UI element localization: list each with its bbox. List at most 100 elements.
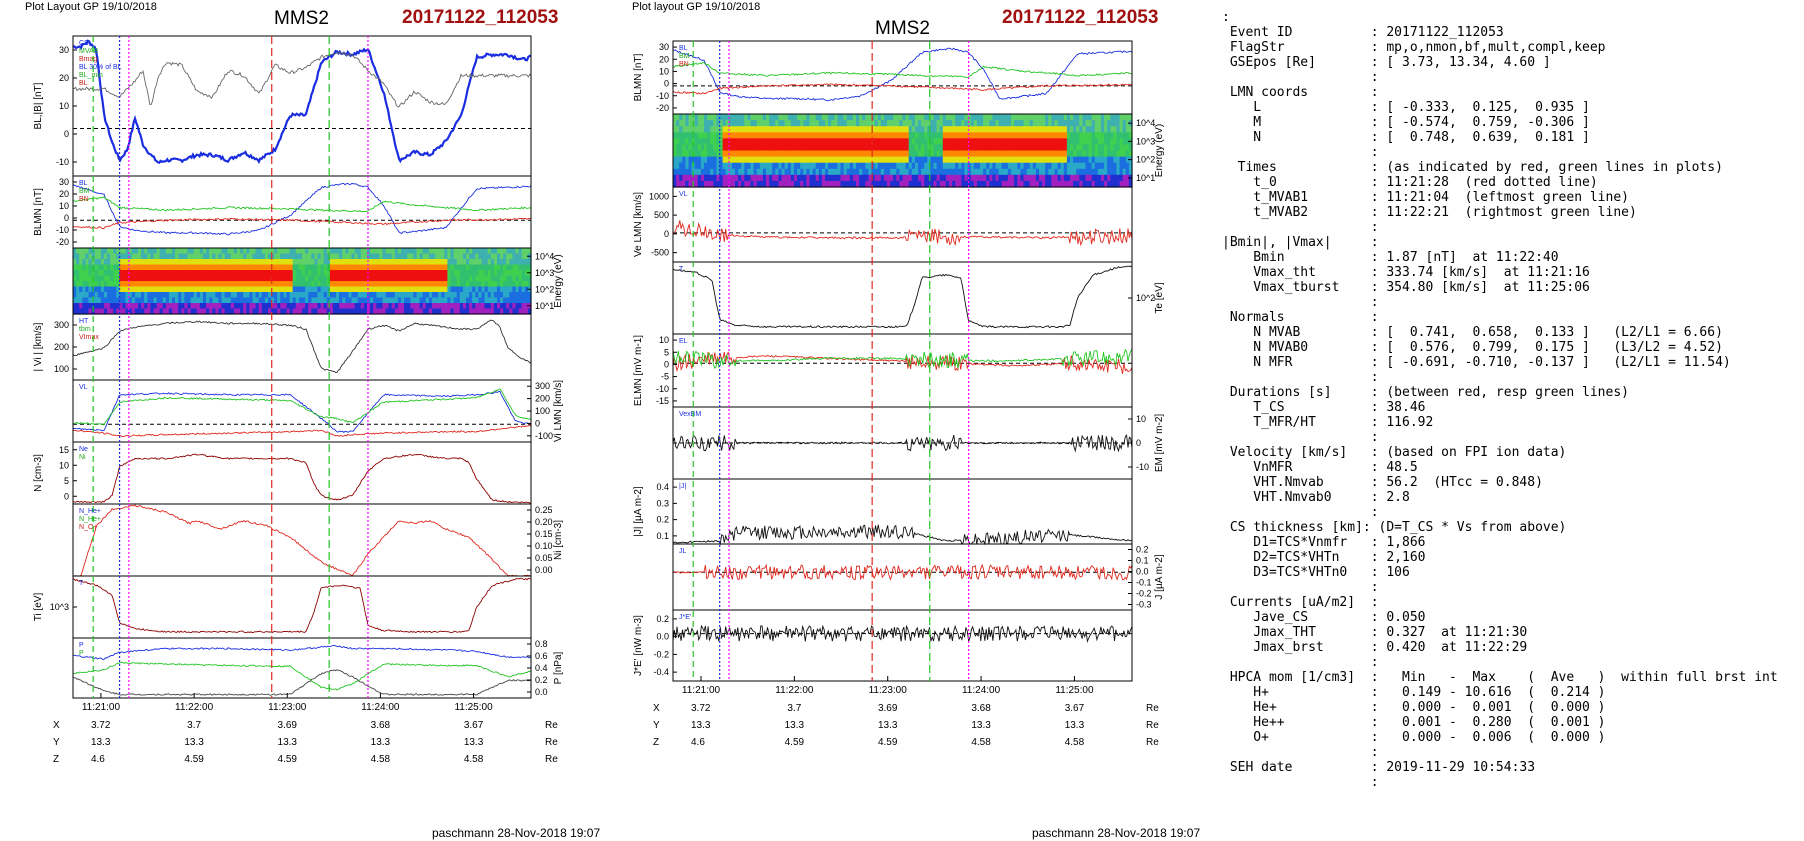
tick-label: 0.10 (535, 541, 553, 551)
spectrogram-cell (970, 114, 975, 121)
summary-line: Jave_CS : 0.050 (1222, 610, 1426, 625)
spectrogram-cell (942, 120, 947, 127)
spectrogram-cell (1110, 126, 1114, 133)
spectrogram-cell (849, 162, 854, 170)
spectrogram-cell (880, 114, 885, 121)
spectrogram-cell (1001, 156, 1006, 164)
spectrogram-cell (1070, 138, 1074, 145)
spectrogram-cell (119, 270, 124, 277)
spectrogram-cell (515, 292, 520, 299)
spectrogram-cell (815, 150, 820, 158)
spectrogram-cell (970, 150, 975, 158)
spectrogram-cell (175, 248, 179, 255)
spectrogram-cell (94, 270, 99, 277)
spectrogram-cell (79, 253, 83, 260)
spectrogram-cell (289, 248, 294, 255)
spectrogram-cell (970, 120, 975, 127)
spectrogram-cell (790, 162, 795, 170)
tick-label: -10 (656, 384, 669, 394)
spectrogram-cell (1082, 138, 1087, 145)
tick-label: 0 (535, 418, 540, 428)
spectrogram-cell (825, 120, 829, 127)
spectrogram-cell (688, 144, 693, 152)
spectrogram-cell (168, 303, 173, 310)
spectrogram-cell (206, 297, 210, 304)
spectrogram-cell (141, 259, 145, 266)
spectrogram-cell (1088, 138, 1093, 145)
panel-frame (72, 441, 532, 505)
spectrogram-cell (153, 292, 158, 299)
spectrogram-cell (924, 162, 928, 170)
spectrogram-cell (518, 297, 523, 304)
spectrogram-cell (230, 270, 235, 277)
spectrogram-cell (682, 120, 686, 127)
spectrogram-cell (484, 303, 489, 310)
spectrogram-cell (360, 281, 365, 288)
spectrogram-cell (1035, 120, 1040, 127)
spectrogram-cell (1076, 114, 1080, 121)
spectrogram-cell (518, 253, 523, 260)
spectrogram-cell (162, 308, 167, 315)
spectrogram-cell (1020, 138, 1025, 145)
spectrogram-cell (116, 264, 120, 271)
spectrogram-cell (989, 120, 993, 127)
spectrogram-cell (710, 162, 714, 170)
spectrogram-cell (812, 138, 817, 145)
spectrogram-cell (497, 270, 501, 277)
spectrogram-cell (345, 286, 349, 293)
spectrogram-cell (88, 248, 93, 255)
spectrogram-cell (462, 308, 467, 315)
spectrogram-cell (320, 270, 325, 277)
spectrogram-cell (809, 180, 814, 188)
spectrogram-cell (438, 297, 442, 304)
spectrogram-cell (422, 292, 427, 299)
summary-line: VHT.Nmvab0 : 2.8 (1222, 490, 1410, 505)
spectrogram-cell (1094, 162, 1099, 170)
spectrogram-cell (298, 292, 303, 299)
spectrogram-cell (342, 297, 346, 304)
spectrogram-cell (472, 281, 476, 288)
spectrogram-cell (404, 286, 408, 293)
spectrogram-cell (958, 162, 962, 170)
spectrogram-cell (896, 114, 900, 121)
spectrogram-cell (868, 180, 873, 188)
spectrogram-cell (422, 270, 427, 277)
spectrogram-cell (856, 114, 860, 121)
spectrogram-cell (286, 281, 291, 288)
spectrogram-cell (1128, 162, 1133, 170)
spectrogram-cell (462, 270, 467, 277)
spectrogram-cell (215, 297, 220, 304)
spectrogram-cell (750, 114, 755, 121)
spectrogram-cell (138, 308, 142, 315)
spectrogram-cell (992, 114, 997, 121)
spectrogram-cell (203, 253, 207, 260)
spectrogram-cell (153, 248, 158, 255)
legend-entry: BM (679, 53, 690, 60)
spectrogram-cell (237, 286, 241, 293)
spectrogram-cell (456, 259, 461, 266)
spectrogram-cell (435, 297, 439, 304)
spectrogram-cell (227, 264, 232, 271)
spectrogram-cell (809, 150, 814, 158)
spectrogram-cell (930, 132, 935, 139)
spectrogram-cell (388, 253, 393, 260)
series-line (672, 434, 1133, 453)
spectrogram-cell (676, 168, 680, 176)
spectrogram-cell (292, 248, 297, 255)
spectrogram-cell (697, 138, 702, 145)
spectrogram-cell (203, 281, 207, 288)
spectrogram-cell (422, 281, 427, 288)
spectrogram-cell (76, 275, 80, 282)
spectrogram-cell (422, 286, 427, 293)
spectrogram-cell (401, 281, 405, 288)
coord-value: 13.3 (184, 737, 204, 748)
spectrogram-cell (1023, 168, 1028, 176)
spectrogram-cell (150, 253, 155, 260)
spectrogram-cell (725, 150, 730, 158)
spectrogram-cell (890, 114, 894, 121)
spectrogram-cell (1026, 132, 1031, 139)
tick-label: 200 (54, 342, 69, 352)
spectrogram-cell (215, 281, 220, 288)
spectrogram-cell (212, 308, 216, 315)
coord-value: 4.59 (878, 737, 898, 748)
